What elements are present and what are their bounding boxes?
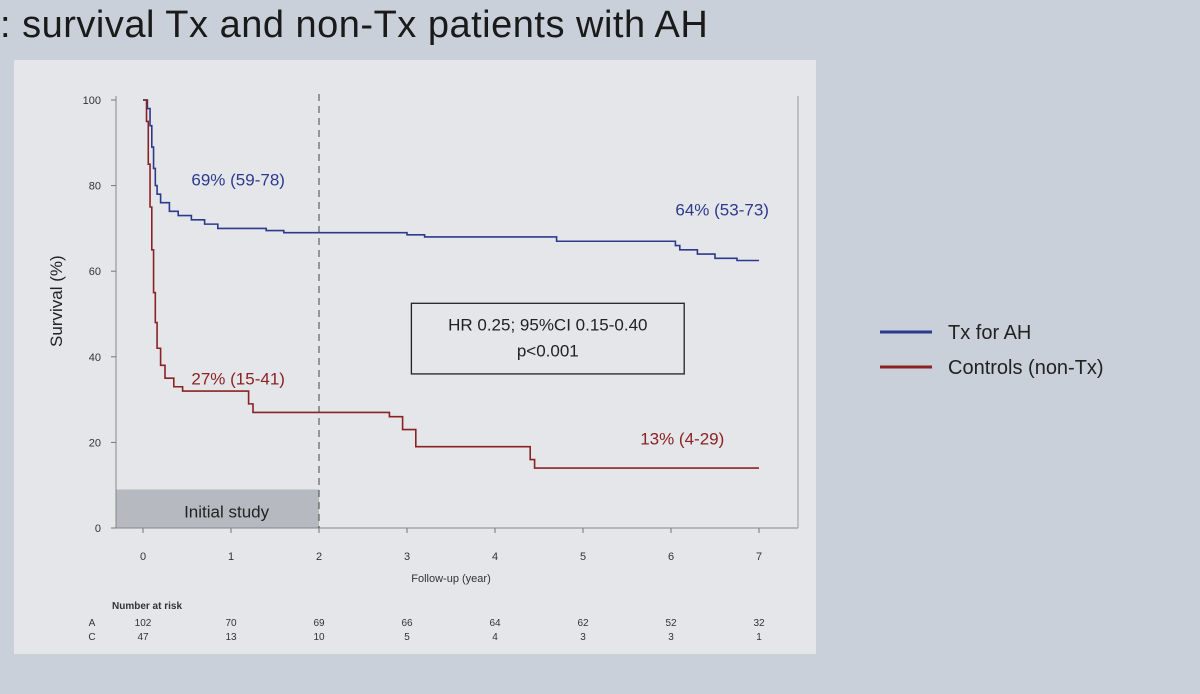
risk-value: 4	[492, 632, 498, 643]
initial-study-region	[116, 489, 319, 528]
legend-label-controls: Controls (non-Tx)	[948, 357, 1104, 379]
risk-value: 62	[577, 618, 589, 629]
x-tick-label: 5	[580, 551, 586, 563]
figure-background	[14, 60, 816, 654]
x-tick-label: 1	[228, 551, 234, 563]
series-line-tx	[143, 99, 759, 262]
x-tick-label: 7	[756, 551, 762, 563]
risk-value: 52	[665, 618, 677, 629]
risk-value: 70	[225, 618, 237, 629]
y-tick-label: 100	[83, 95, 101, 107]
x-tick-label: 0	[140, 551, 146, 563]
risk-value: 3	[580, 632, 586, 643]
y-tick-label: 40	[89, 352, 101, 364]
y-axis-label: Survival (%)	[47, 255, 66, 347]
x-tick-label: 3	[404, 551, 410, 563]
y-tick-label: 20	[89, 437, 101, 449]
x-tick-label: 2	[316, 551, 322, 563]
risk-value: 32	[753, 618, 765, 629]
y-tick-label: 60	[89, 266, 101, 278]
annotation-tx: 69% (59-78)	[191, 171, 285, 190]
risk-value: 3	[668, 632, 674, 643]
risk-table-title: Number at risk	[112, 601, 182, 612]
risk-row-label: A	[89, 618, 96, 629]
legend-label-tx: Tx for AH	[948, 322, 1031, 344]
p-value-text: p<0.001	[517, 341, 579, 360]
risk-value: 1	[756, 632, 762, 643]
slide-title: : survival Tx and non-Tx patients with A…	[0, 4, 709, 46]
risk-value: 64	[489, 618, 501, 629]
risk-value: 13	[225, 632, 237, 643]
annotation-controls: 13% (4-29)	[640, 430, 724, 449]
annotation-tx: 64% (53-73)	[675, 201, 769, 220]
hr-text: HR 0.25; 95%CI 0.15-0.40	[448, 315, 647, 334]
risk-value: 66	[401, 618, 413, 629]
risk-value: 10	[313, 632, 325, 643]
survival-chart: Initial study 0 20 40 60 80 100 0 1 2 3 4 5 6 7 Follow-…	[14, 60, 1104, 654]
hr-box	[410, 302, 685, 375]
risk-value: 69	[313, 618, 325, 629]
risk-row-label: C	[88, 632, 95, 643]
y-tick-label: 80	[89, 181, 101, 193]
risk-value: 5	[404, 632, 410, 643]
chart-panel: Initial study 0 20 40 60 80 100 0 1 2 3 4 5 6 7 Follow-…	[0, 60, 1200, 694]
annotation-controls: 27% (15-41)	[191, 370, 285, 389]
risk-value: 102	[135, 618, 152, 629]
series-line-controls	[143, 99, 759, 469]
risk-value: 47	[137, 632, 149, 643]
x-tick-label: 6	[668, 551, 674, 563]
initial-study-label: Initial study	[184, 502, 270, 521]
x-tick-label: 4	[492, 551, 498, 563]
x-axis-label: Follow-up (year)	[411, 573, 490, 585]
y-tick-label: 0	[95, 523, 101, 535]
